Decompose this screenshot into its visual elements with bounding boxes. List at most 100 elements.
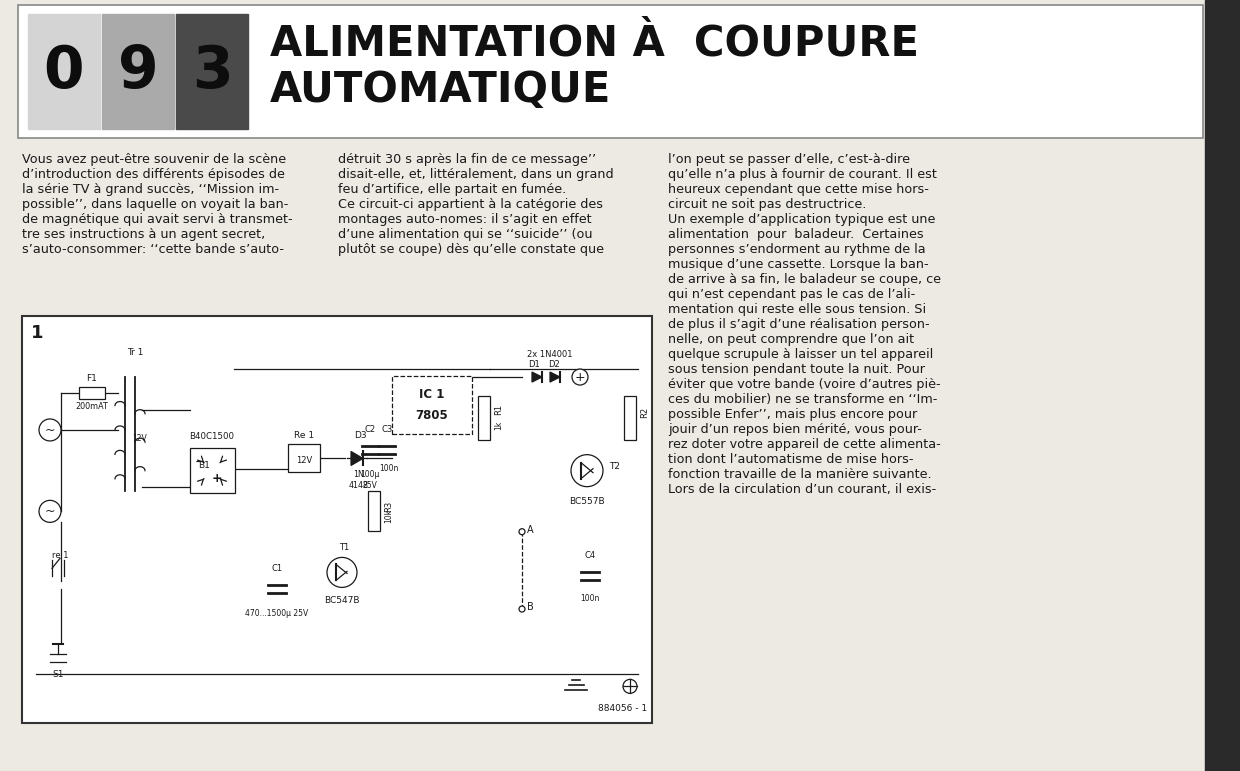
Text: rez doter votre appareil de cette alimenta-: rez doter votre appareil de cette alimen… xyxy=(668,438,941,451)
Text: 100μ
25V: 100μ 25V xyxy=(361,470,379,490)
Text: 10k: 10k xyxy=(384,510,393,524)
Text: Ce circuit-ci appartient à la catégorie des: Ce circuit-ci appartient à la catégorie … xyxy=(339,198,603,211)
Text: 1: 1 xyxy=(31,324,43,342)
Bar xyxy=(22,316,652,723)
Text: la série TV à grand succès, ‘‘Mission im-: la série TV à grand succès, ‘‘Mission im… xyxy=(22,183,279,196)
Circle shape xyxy=(572,369,588,385)
Bar xyxy=(368,491,379,531)
Polygon shape xyxy=(532,372,542,382)
Text: D1: D1 xyxy=(528,360,539,369)
Text: A: A xyxy=(527,525,533,535)
Circle shape xyxy=(570,455,603,487)
Text: Vous avez peut-être souvenir de la scène: Vous avez peut-être souvenir de la scène xyxy=(22,153,286,166)
Text: tion dont l’automatisme de mise hors-: tion dont l’automatisme de mise hors- xyxy=(668,453,914,466)
Circle shape xyxy=(327,557,357,588)
Text: 100n: 100n xyxy=(580,594,600,604)
Text: ALIMENTATION À  COUPURE: ALIMENTATION À COUPURE xyxy=(270,23,919,65)
Text: de magnétique qui avait servi à transmet-: de magnétique qui avait servi à transmet… xyxy=(22,213,293,226)
Text: ces du mobilier) ne se transforme en ‘‘Im-: ces du mobilier) ne se transforme en ‘‘I… xyxy=(668,393,937,406)
Text: Tr 1: Tr 1 xyxy=(126,348,143,357)
Text: d’introduction des différents épisodes de: d’introduction des différents épisodes d… xyxy=(22,168,285,181)
Text: C3: C3 xyxy=(382,426,393,434)
Text: R3: R3 xyxy=(384,500,393,512)
Text: alimentation  pour  baladeur.  Certaines: alimentation pour baladeur. Certaines xyxy=(668,228,924,241)
Text: détruit 30 s après la fin de ce message’’: détruit 30 s après la fin de ce message’… xyxy=(339,153,596,166)
Text: mentation qui reste elle sous tension. Si: mentation qui reste elle sous tension. S… xyxy=(668,303,926,316)
Text: ~: ~ xyxy=(45,423,56,436)
Text: T1: T1 xyxy=(339,544,350,552)
Text: sous tension pendant toute la nuit. Pour: sous tension pendant toute la nuit. Pour xyxy=(668,363,925,376)
Text: 1k: 1k xyxy=(494,421,503,430)
Text: plutôt se coupe) dès qu’elle constate que: plutôt se coupe) dès qu’elle constate qu… xyxy=(339,243,604,256)
Text: 470...1500μ 25V: 470...1500μ 25V xyxy=(246,608,309,618)
Text: 1N
4148: 1N 4148 xyxy=(348,470,370,490)
Text: musique d’une cassette. Lorsque la ban-: musique d’une cassette. Lorsque la ban- xyxy=(668,258,929,271)
Text: R2: R2 xyxy=(640,407,649,419)
Text: +: + xyxy=(574,371,585,383)
Bar xyxy=(477,396,490,439)
Circle shape xyxy=(38,500,61,523)
Text: qui n’est cependant pas le cas de l’ali-: qui n’est cependant pas le cas de l’ali- xyxy=(668,288,915,301)
Text: 3: 3 xyxy=(192,43,232,100)
Text: D3: D3 xyxy=(353,432,366,440)
Text: d’une alimentation qui se ‘‘suicide’’ (ou: d’une alimentation qui se ‘‘suicide’’ (o… xyxy=(339,228,593,241)
Text: tre ses instructions à un agent secret,: tre ses instructions à un agent secret, xyxy=(22,228,265,241)
Text: Lors de la circulation d’un courant, il exis-: Lors de la circulation d’un courant, il … xyxy=(668,483,936,496)
Polygon shape xyxy=(551,372,560,382)
Text: B40C1500: B40C1500 xyxy=(190,432,234,441)
Text: −: − xyxy=(195,456,206,470)
Text: re 1: re 1 xyxy=(52,551,68,561)
Text: Un exemple d’application typique est une: Un exemple d’application typique est une xyxy=(668,213,935,226)
Text: ~: ~ xyxy=(45,505,56,518)
Text: l’on peut se passer d’elle, c’est-à-dire: l’on peut se passer d’elle, c’est-à-dire xyxy=(668,153,910,166)
Bar xyxy=(392,376,472,434)
Bar xyxy=(190,448,236,493)
Text: fonction travaille de la manière suivante.: fonction travaille de la manière suivant… xyxy=(668,468,931,481)
Text: C1: C1 xyxy=(272,564,283,573)
Text: B: B xyxy=(527,602,533,612)
Text: F1: F1 xyxy=(87,375,98,383)
Text: heureux cependant que cette mise hors-: heureux cependant que cette mise hors- xyxy=(668,183,929,196)
Text: BC547B: BC547B xyxy=(324,597,360,605)
Text: S1: S1 xyxy=(52,670,63,679)
Text: C2: C2 xyxy=(365,426,376,434)
Bar xyxy=(19,5,1203,138)
Text: R1: R1 xyxy=(494,404,503,416)
Text: T2: T2 xyxy=(609,462,620,471)
Text: 200mAT: 200mAT xyxy=(76,402,108,412)
Polygon shape xyxy=(351,452,363,466)
Bar xyxy=(29,14,100,129)
Text: 12V: 12V xyxy=(131,433,146,443)
Bar xyxy=(624,396,636,439)
Text: D2: D2 xyxy=(548,360,560,369)
Bar xyxy=(102,14,174,129)
Circle shape xyxy=(38,419,61,441)
Text: nelle, on peut comprendre que l’on ait: nelle, on peut comprendre que l’on ait xyxy=(668,333,914,346)
Text: circuit ne soit pas destructrice.: circuit ne soit pas destructrice. xyxy=(668,198,867,211)
Circle shape xyxy=(520,529,525,535)
Text: s’auto-consommer: ‘‘cette bande s’auto-: s’auto-consommer: ‘‘cette bande s’auto- xyxy=(22,243,284,256)
Text: Re 1: Re 1 xyxy=(294,432,314,440)
Text: B1: B1 xyxy=(198,461,210,470)
Bar xyxy=(288,444,320,473)
Text: quelque scrupule à laisser un tel appareil: quelque scrupule à laisser un tel appare… xyxy=(668,348,934,361)
Text: +: + xyxy=(212,472,222,485)
Text: feu d’artifice, elle partait en fumée.: feu d’artifice, elle partait en fumée. xyxy=(339,183,567,196)
Text: 9: 9 xyxy=(118,43,159,100)
Text: possible Enfer’’, mais plus encore pour: possible Enfer’’, mais plus encore pour xyxy=(668,408,918,421)
Text: de arrive à sa fin, le baladeur se coupe, ce: de arrive à sa fin, le baladeur se coupe… xyxy=(668,273,941,286)
Text: possible’’, dans laquelle on voyait la ban-: possible’’, dans laquelle on voyait la b… xyxy=(22,198,289,211)
Text: jouir d’un repos bien mérité, vous pour-: jouir d’un repos bien mérité, vous pour- xyxy=(668,423,921,436)
Text: disait-elle, et, littéralement, dans un grand: disait-elle, et, littéralement, dans un … xyxy=(339,168,614,181)
Text: C4: C4 xyxy=(584,551,595,561)
Text: 884056 - 1: 884056 - 1 xyxy=(598,704,647,713)
Circle shape xyxy=(520,606,525,612)
Text: AUTOMATIQUE: AUTOMATIQUE xyxy=(270,69,611,111)
Text: 0: 0 xyxy=(43,43,84,100)
Text: montages auto-nomes: il s’agit en effet: montages auto-nomes: il s’agit en effet xyxy=(339,213,591,226)
Text: 2x 1N4001: 2x 1N4001 xyxy=(527,350,573,359)
Bar xyxy=(79,387,105,399)
Bar xyxy=(176,14,248,129)
Text: éviter que votre bande (voire d’autres piè-: éviter que votre bande (voire d’autres p… xyxy=(668,378,941,391)
Text: IC 1: IC 1 xyxy=(419,388,445,401)
